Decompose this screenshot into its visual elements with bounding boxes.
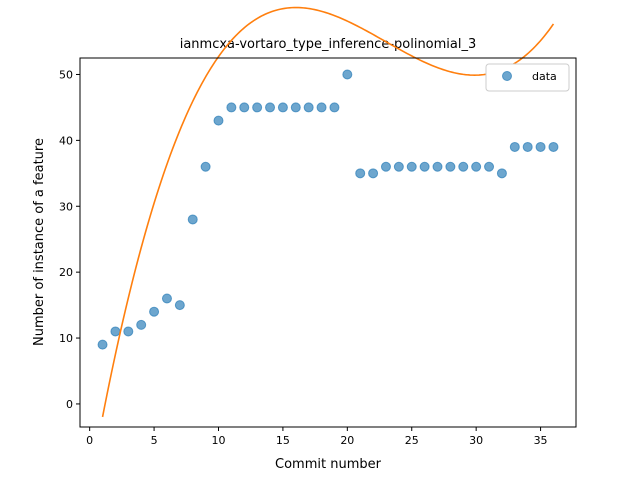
data-point [445, 161, 456, 172]
data-point [380, 161, 391, 172]
data-point [471, 161, 482, 172]
x-axis-ticks: 0 5 10 15 20 25 30 35 [86, 427, 548, 447]
data-point [393, 161, 404, 172]
y-tick-label: 0 [66, 398, 73, 411]
data-point [265, 102, 276, 113]
data-point [535, 141, 546, 152]
data-point [239, 102, 250, 113]
fit-line [101, 6, 555, 418]
data-point [200, 161, 211, 172]
y-axis-label: Number of instance of a feature [32, 138, 47, 346]
data-point [97, 339, 108, 350]
plot-area [97, 6, 559, 418]
data-point [316, 102, 327, 113]
y-tick-label: 30 [59, 200, 73, 213]
data-point [252, 102, 263, 113]
legend-marker-data [502, 71, 512, 81]
data-point [226, 102, 237, 113]
data-point [355, 168, 366, 179]
legend-box [485, 63, 570, 92]
data-point [368, 168, 379, 179]
y-axis-ticks: 0 10 20 30 40 50 [59, 68, 80, 411]
data-point [213, 115, 224, 126]
data-point [509, 141, 520, 152]
data-point [419, 161, 430, 172]
data-point [123, 326, 134, 337]
data-point [342, 69, 353, 80]
data-point [174, 300, 185, 311]
x-tick-label: 25 [405, 434, 419, 447]
data-point [110, 326, 121, 337]
data-point [277, 102, 288, 113]
data-point [432, 161, 443, 172]
x-tick-label: 10 [211, 434, 225, 447]
data-point [149, 306, 160, 317]
data-point [136, 319, 147, 330]
data-point [329, 102, 340, 113]
x-tick-label: 0 [86, 434, 93, 447]
plot-frame [79, 57, 577, 428]
data-point [187, 214, 198, 225]
x-tick-label: 15 [276, 434, 290, 447]
data-point [548, 141, 559, 152]
x-tick-label: 30 [469, 434, 483, 447]
data-point [303, 102, 314, 113]
legend: data [485, 63, 570, 92]
chart-title: ianmcxa-vortaro_type_inference-polinomia… [180, 37, 477, 52]
x-axis-label: Commit number [275, 457, 382, 472]
data-point [406, 161, 417, 172]
x-tick-label: 5 [151, 434, 158, 447]
y-tick-label: 40 [59, 134, 73, 147]
y-tick-label: 10 [59, 332, 73, 345]
y-tick-label: 50 [59, 68, 73, 81]
legend-label-data: data [532, 70, 557, 83]
data-point [161, 293, 172, 304]
data-point [484, 161, 495, 172]
x-tick-label: 20 [340, 434, 354, 447]
data-point [522, 141, 533, 152]
data-point [290, 102, 301, 113]
x-tick-label: 35 [534, 434, 548, 447]
data-point [458, 161, 469, 172]
data-point [496, 168, 507, 179]
y-tick-label: 20 [59, 266, 73, 279]
